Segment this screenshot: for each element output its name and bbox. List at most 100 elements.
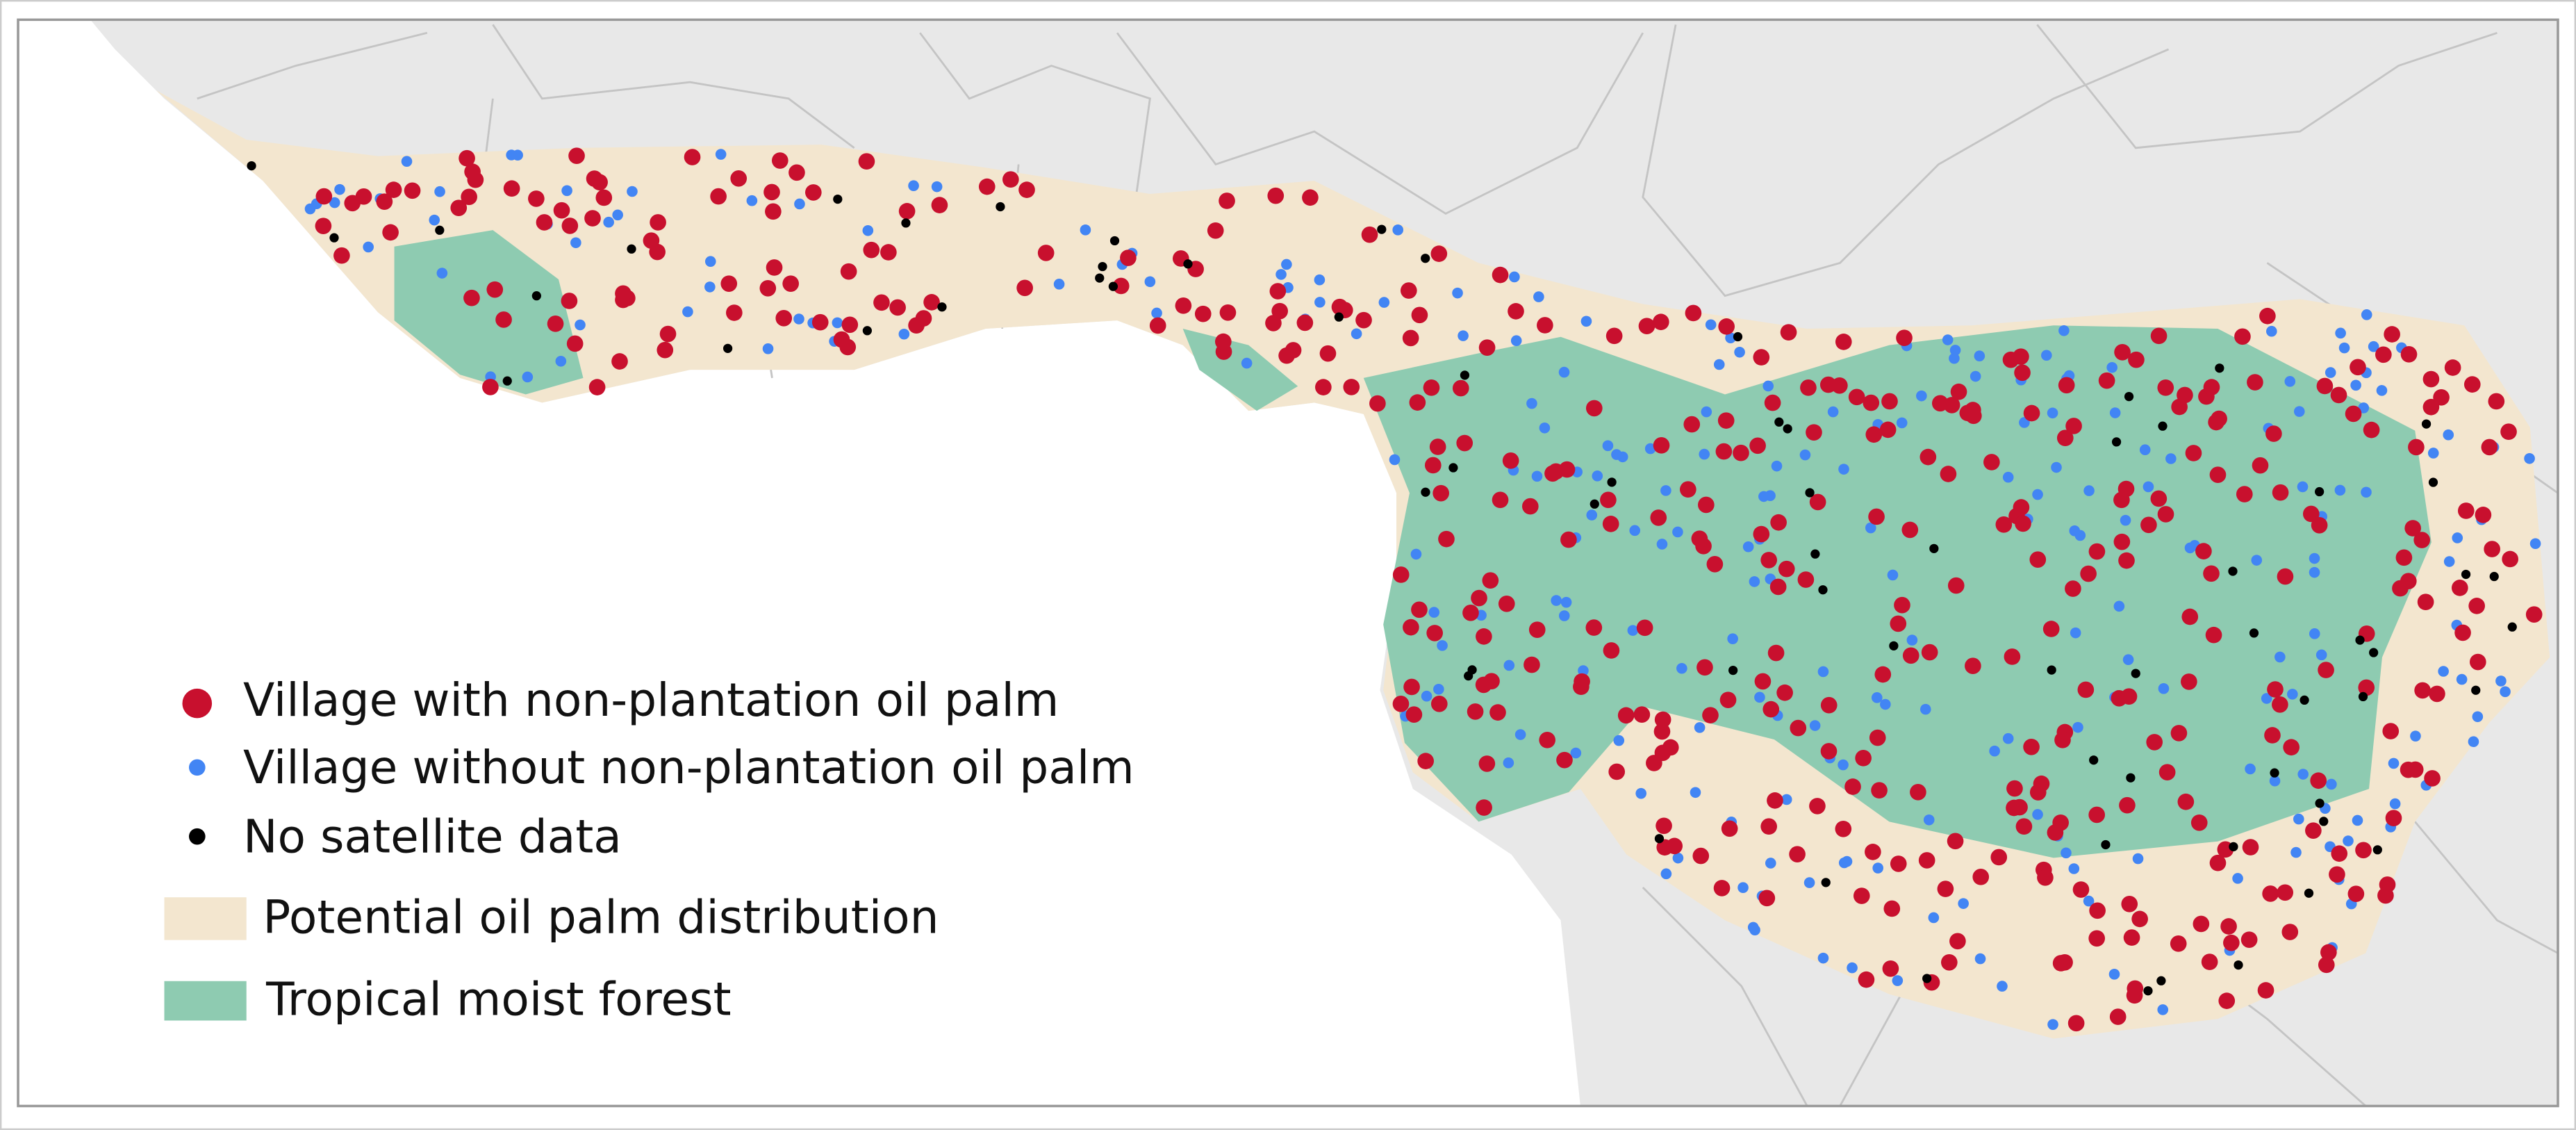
village-dot: [2037, 869, 2054, 886]
village-dot: [1149, 317, 1166, 334]
village-dot: [765, 203, 782, 220]
village-dot: [2143, 986, 2153, 996]
village-dot: [2385, 810, 2402, 826]
village-dot: [1462, 604, 1479, 621]
village-dot: [2165, 453, 2177, 464]
village-dot: [1509, 271, 1520, 283]
village-dot: [2257, 982, 2274, 999]
village-dot: [506, 149, 517, 161]
village-dot: [2400, 346, 2418, 363]
village-dot: [1016, 279, 1033, 297]
village-dot: [937, 302, 947, 312]
village-dot: [2013, 499, 2030, 516]
village-dot: [1660, 868, 1672, 880]
village-dot: [1676, 662, 1687, 674]
village-dot: [570, 237, 581, 249]
village-dot: [2375, 346, 2392, 363]
village-dot: [1471, 589, 1487, 607]
village-dot: [2083, 485, 2095, 496]
village-dot: [1558, 610, 1570, 621]
village-dot: [2469, 653, 2486, 671]
village-dot: [1570, 747, 1582, 759]
village-dot: [2495, 675, 2507, 687]
village-dot: [2029, 784, 2047, 801]
village-dot: [1296, 314, 1314, 331]
village-dot: [1585, 400, 1603, 417]
legend-label: Village without non-plantation oil palm: [243, 741, 1134, 794]
village-dot: [2061, 847, 2072, 859]
village-dot: [2372, 845, 2382, 855]
village-dot: [1718, 318, 1735, 335]
legend-label: Village with non-plantation oil palm: [243, 673, 1059, 727]
legend-green-swatch: [164, 981, 247, 1021]
village-dot: [2310, 772, 2327, 789]
village-dot: [1430, 695, 1448, 712]
village-dot: [1694, 722, 1706, 733]
village-dot: [2358, 679, 2375, 696]
village-dot: [1578, 665, 1589, 676]
village-dot: [1285, 342, 1302, 359]
village-dot: [1207, 222, 1224, 239]
village-dot: [1947, 577, 1965, 594]
village-dot: [1683, 416, 1701, 433]
village-dot: [2142, 481, 2154, 493]
village-dot: [459, 149, 475, 167]
village-dot: [1781, 794, 1792, 805]
village-dot: [2270, 768, 2279, 778]
village-dot: [1460, 370, 1470, 380]
village-dot: [2215, 363, 2224, 373]
village-dot: [1896, 417, 1908, 429]
village-dot: [1880, 698, 1891, 710]
village-dot: [1765, 858, 1776, 869]
village-dot: [726, 304, 743, 321]
village-dot: [2427, 448, 2439, 459]
village-dot: [1742, 541, 1754, 552]
village-dot: [2376, 385, 2388, 396]
village-dot: [2157, 379, 2174, 396]
village-dot: [1194, 305, 1212, 322]
village-dot: [1656, 839, 1674, 856]
village-dot: [1378, 297, 1390, 308]
village-dot: [2114, 343, 2131, 361]
village-dot: [1018, 181, 1035, 198]
village-dot: [2345, 405, 2362, 423]
village-dot: [763, 183, 780, 201]
village-dot: [1448, 463, 1458, 473]
village-dot: [1403, 619, 1419, 636]
village-dot: [1698, 496, 1715, 514]
village-dot: [2259, 307, 2276, 325]
village-dot: [1809, 493, 1826, 511]
village-dot: [704, 281, 716, 293]
village-dot: [2074, 530, 2086, 541]
village-dot: [1990, 849, 2008, 866]
village-dot: [1950, 383, 1967, 400]
village-dot: [1841, 855, 1853, 867]
village-dot: [1928, 912, 1940, 924]
village-dot: [2080, 565, 2097, 582]
village-dot: [1717, 412, 1735, 429]
village-dot: [804, 184, 822, 201]
village-dot: [2318, 662, 2334, 678]
village-dot: [1586, 509, 1598, 521]
village-dot: [1452, 379, 1469, 397]
village-dot: [2488, 393, 2505, 410]
village-dot: [434, 186, 445, 197]
legend-label: Potential oil palm distribution: [263, 890, 939, 944]
village-dot: [2158, 421, 2168, 431]
village-dot: [2500, 686, 2511, 698]
village-dot: [1974, 350, 1985, 362]
village-dot: [2013, 348, 2029, 365]
village-dot: [1489, 704, 1506, 721]
village-dot: [1997, 981, 2008, 992]
village-dot: [2109, 1008, 2127, 1025]
village-dot: [401, 156, 413, 167]
village-dot: [2042, 621, 2060, 637]
village-dot: [811, 313, 829, 331]
village-dot: [1653, 723, 1671, 740]
village-dot: [2015, 515, 2031, 532]
village-dot: [2203, 379, 2220, 395]
village-dot: [2304, 888, 2314, 898]
village-dot: [1108, 281, 1118, 291]
village-dot: [627, 244, 636, 254]
